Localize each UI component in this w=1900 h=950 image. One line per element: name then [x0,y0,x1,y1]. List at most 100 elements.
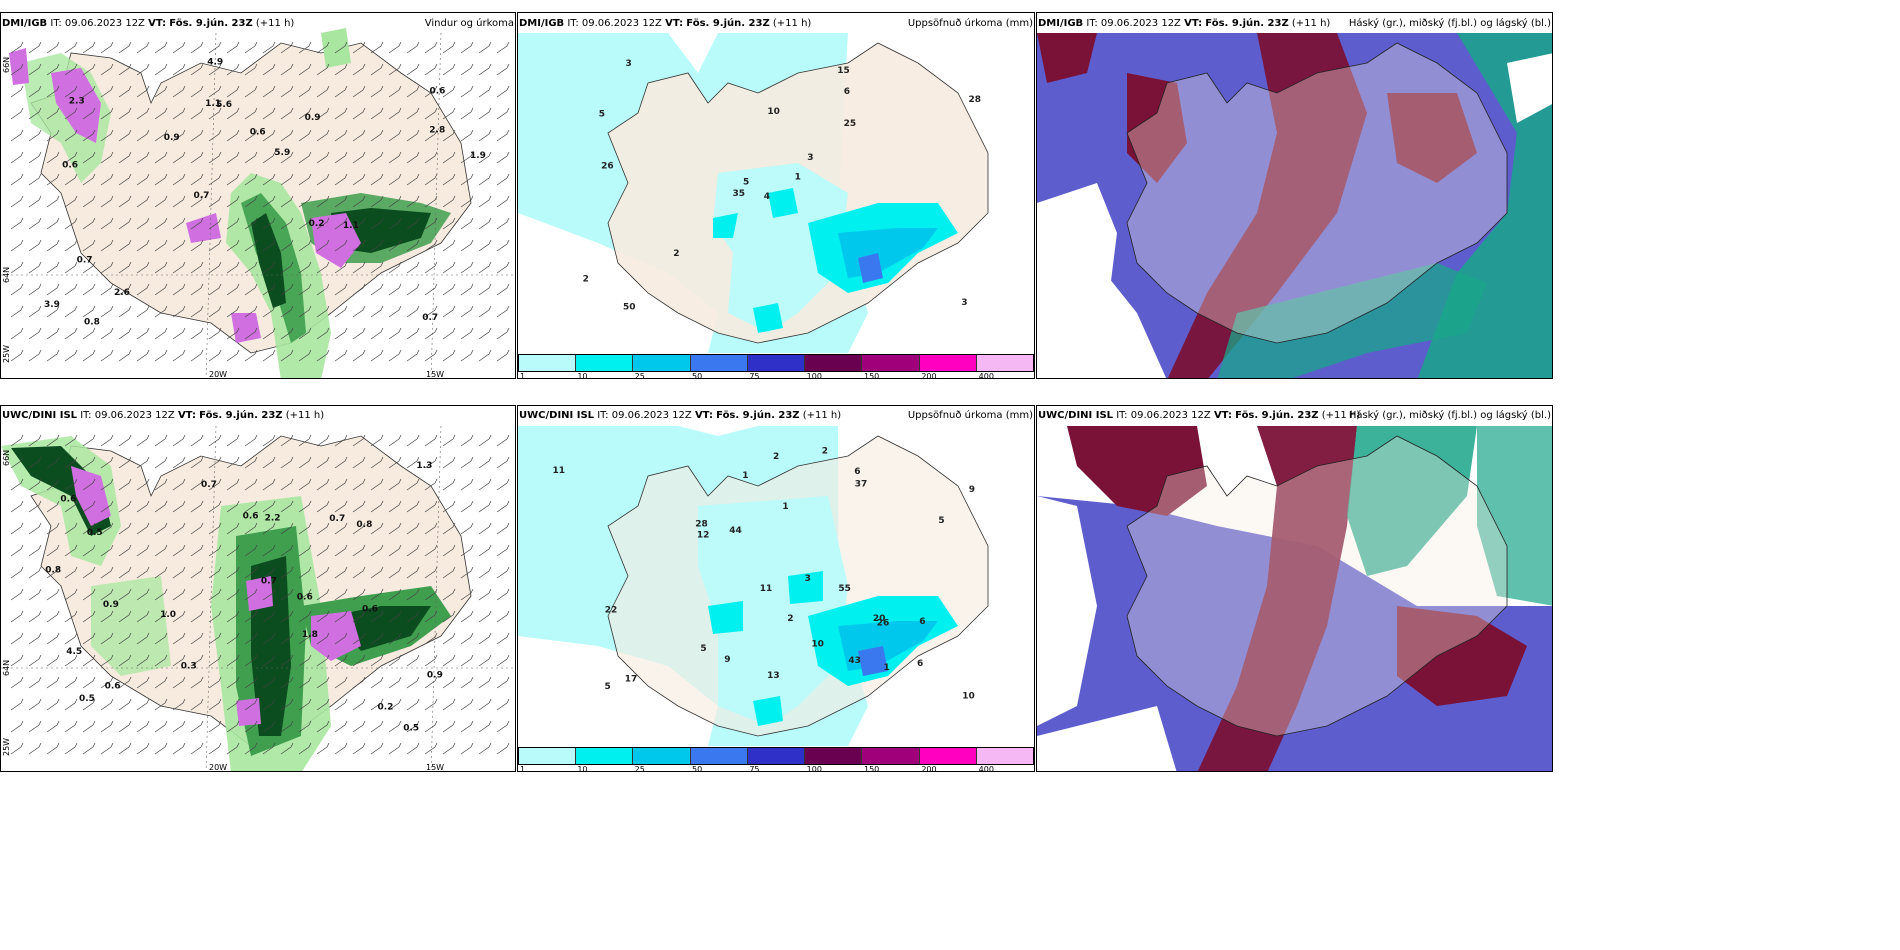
wind-barb [406,283,420,296]
wind-barb [388,41,402,54]
colorbar-swatch [919,748,977,764]
wind-barb [478,566,492,579]
wind-barb [262,305,276,318]
wind-precip-swath [9,48,29,85]
wind-barb [46,283,60,296]
wind-barb [262,129,276,142]
wind-barb [100,327,114,340]
wind-barb [478,239,492,252]
value-label: 3 [961,298,967,308]
wind-barb [82,349,96,362]
wind-barb [316,720,330,733]
value-label: 13 [767,671,780,681]
wind-barb [388,305,402,318]
wind-barb [424,676,438,689]
wind-barb [100,698,114,711]
cloud-clear-area [1037,706,1177,771]
wind-barb [28,566,42,579]
wind-barb [64,588,78,601]
wind-barb [424,632,438,645]
wind-barb [100,41,114,54]
wind-barb [28,41,42,54]
wind-barb [172,522,186,535]
wind-barb [154,85,168,98]
wind-barb [28,349,42,362]
wind-barb [496,566,510,579]
wind-barb [10,173,24,186]
wind-barb [496,698,510,711]
wind-barb [280,478,294,491]
cloud-map-dmi [1037,31,1552,378]
wind-barb [100,63,114,76]
wind-barb [226,566,240,579]
wind-barb [190,151,204,164]
wind-barb [424,434,438,447]
wind-barb [460,720,474,733]
wind-barb [226,195,240,208]
wind-barb [154,349,168,362]
wind-barb [406,720,420,733]
wind-barb [316,305,330,318]
wind-barb [82,63,96,76]
wind-barb [406,217,420,230]
wind-barb [334,588,348,601]
wind-barb [118,566,132,579]
wind-barb [28,195,42,208]
wind-barb [82,632,96,645]
value-label: 4.9 [207,58,223,68]
value-label: 6 [844,87,850,97]
wind-barb [118,676,132,689]
wind-barb [262,632,276,645]
wind-barb [190,676,204,689]
value-label: 0.6 [60,495,76,505]
wind-barb [28,239,42,252]
wind-barb [64,632,78,645]
title-precip-uwc: Uppsöfnuð úrkoma (mm) [907,410,1033,421]
wind-barb [136,588,150,601]
wind-barb [388,544,402,557]
wind-barb [136,434,150,447]
wind-barb [118,151,132,164]
wind-barb [28,720,42,733]
wind-barb [334,632,348,645]
wind-barb [244,305,258,318]
wind-barb [154,239,168,252]
wind-barb [46,610,60,623]
wind-barb [10,610,24,623]
wind-barb [154,654,168,667]
colorbar-tick-label: 10 [577,765,588,774]
wind-barb [64,63,78,76]
wind-barb [46,173,60,186]
colorbar-tick-label: 75 [749,372,760,381]
wind-barb [478,151,492,164]
wind-barb [442,478,456,491]
wind-barb [136,327,150,340]
header-cloud-uwc: UWC/DINI ISL IT: 09.06.2023 12Z VT: Fös.… [1038,410,1361,421]
wind-barb [496,107,510,120]
wind-barb [118,500,132,513]
colorbar-tick-label: 75 [749,765,760,774]
wind-barb [262,456,276,469]
wind-barb [190,566,204,579]
lon-label-25w: 25W [2,345,11,363]
colorbar-swatch [576,355,634,371]
cloud-high-area [1197,426,1357,771]
wind-barb [172,676,186,689]
wind-barb [442,349,456,362]
wind-barb [424,41,438,54]
wind-barb [370,217,384,230]
wind-barb [442,239,456,252]
wind-barb [172,610,186,623]
wind-barb [46,588,60,601]
wind-barb [208,217,222,230]
wind-barb [496,456,510,469]
value-label: 50 [623,302,636,312]
wind-barb [478,434,492,447]
wind-barb [262,173,276,186]
wind-barb [118,195,132,208]
wind-barb [172,85,186,98]
wind-barb [136,500,150,513]
wind-barb [118,239,132,252]
wind-barb [334,742,348,755]
